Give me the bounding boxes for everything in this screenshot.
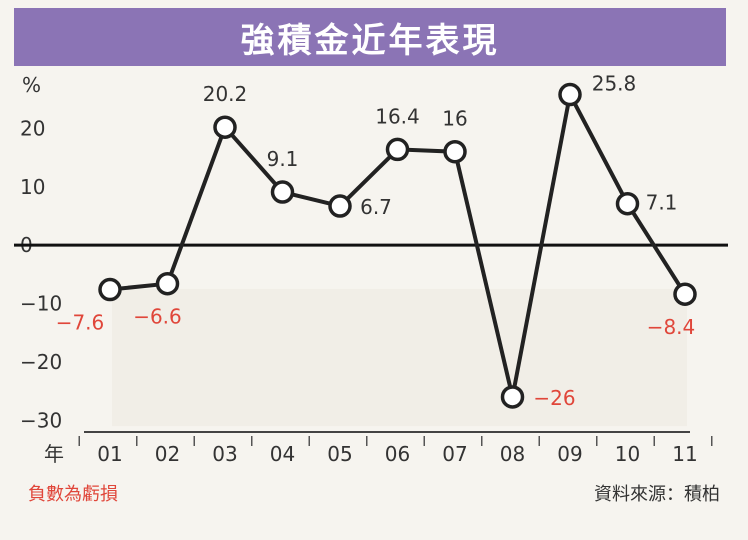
x-tick-label: 06 <box>385 442 410 466</box>
x-tick-label: 04 <box>270 442 295 466</box>
data-point <box>500 385 525 409</box>
data-point <box>558 82 582 107</box>
x-tick-label: 07 <box>442 442 467 466</box>
data-label: −7.6 <box>56 311 105 335</box>
x-tick-label: 05 <box>327 442 352 466</box>
chart-title: 強積金近年表現 <box>14 8 726 66</box>
data-point <box>615 191 640 216</box>
y-tick-label: −10 <box>20 292 62 316</box>
source-credit: 資料來源：積柏 <box>594 484 720 505</box>
data-point <box>155 271 180 296</box>
negative-note: 負數為虧損 <box>28 484 118 505</box>
data-point <box>270 180 295 204</box>
x-tick-label: 09 <box>557 442 582 466</box>
data-label: −6.6 <box>133 305 182 329</box>
data-label: 16.4 <box>375 104 420 128</box>
data-point <box>673 282 697 306</box>
x-tick-label: 11 <box>672 442 697 466</box>
y-tick-label: −30 <box>20 408 62 432</box>
x-tick-label: 10 <box>615 442 640 466</box>
data-label: −26 <box>533 386 575 410</box>
y-tick-label: 20 <box>20 116 45 140</box>
data-label: −8.4 <box>647 315 696 339</box>
x-tick-label: 02 <box>155 442 180 466</box>
x-tick-label: 01 <box>97 442 122 466</box>
data-point <box>213 115 237 139</box>
y-tick-label: −20 <box>20 350 62 374</box>
plot-shade <box>112 288 687 427</box>
data-label: 6.7 <box>360 195 392 219</box>
x-tick-label: 03 <box>212 442 237 466</box>
data-label: 7.1 <box>646 191 678 215</box>
data-point <box>98 277 122 302</box>
data-point <box>443 139 467 164</box>
data-label: 25.8 <box>592 72 637 96</box>
data-label: 9.1 <box>267 147 299 171</box>
y-axis-unit: % <box>22 73 41 97</box>
data-point <box>328 194 352 218</box>
x-tick-label: 08 <box>500 442 525 466</box>
data-label: 20.2 <box>203 82 248 106</box>
y-tick-label: 10 <box>20 175 45 199</box>
data-label: 16 <box>442 107 467 131</box>
data-point <box>385 137 410 162</box>
x-axis-label: 年 <box>44 442 64 466</box>
